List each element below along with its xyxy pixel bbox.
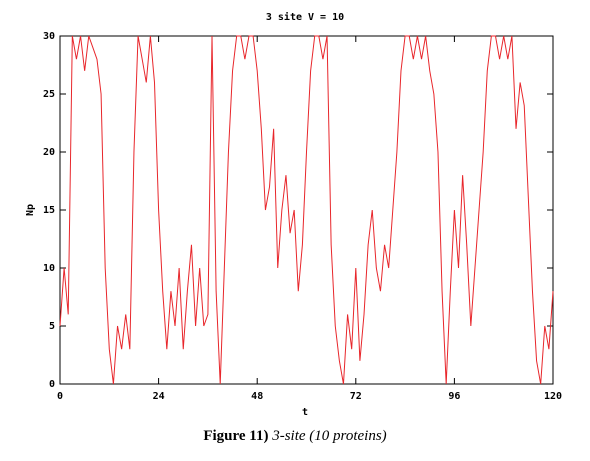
y-tick-label: 25 bbox=[43, 89, 55, 100]
caption-text: 3-site (10 proteins) bbox=[272, 428, 387, 444]
y-tick-label: 30 bbox=[43, 31, 55, 42]
x-tick-label: 72 bbox=[350, 391, 362, 402]
x-tick-label: 96 bbox=[448, 391, 460, 402]
caption: Figure 11) 3-site (10 proteins) bbox=[0, 428, 590, 445]
x-tick-label: 24 bbox=[153, 391, 165, 402]
y-tick-label: 15 bbox=[43, 205, 55, 216]
x-tick-label: 0 bbox=[57, 391, 63, 402]
y-axis-label: Np bbox=[25, 204, 36, 216]
chart: 3 site V = 10 t Np 0 5 10 15 20 25 30 0 24 48 72 96… bbox=[25, 11, 562, 418]
y-tick-label: 20 bbox=[43, 147, 55, 158]
x-tick-label: 48 bbox=[251, 391, 263, 402]
caption-label: Figure 11) bbox=[203, 428, 269, 444]
y-tick-label: 0 bbox=[49, 379, 55, 390]
y-tick-label: 5 bbox=[49, 321, 55, 332]
chart-title: 3 site V = 10 bbox=[266, 11, 344, 23]
y-tick-label: 10 bbox=[43, 263, 55, 274]
data-line bbox=[59, 35, 554, 385]
x-tick-label: 120 bbox=[544, 391, 562, 402]
x-axis-label: t bbox=[302, 407, 308, 418]
